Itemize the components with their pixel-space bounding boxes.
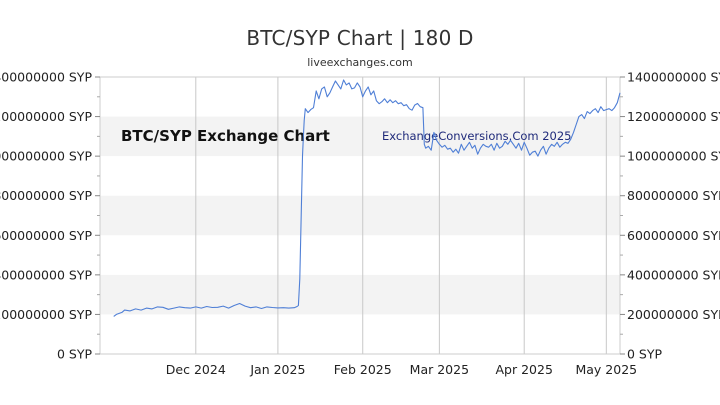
- chart-title: BTC/SYP Chart | 180 D: [246, 26, 474, 50]
- y-tick-label-right: 1000000000 SYP: [627, 149, 720, 164]
- chart-subtitle: liveexchanges.com: [307, 56, 413, 69]
- y-tick-label-left: 1200000000 SYP: [0, 109, 92, 124]
- y-tick-label-right: 400000000 SYP: [627, 267, 720, 282]
- y-tick-label-left: 0 SYP: [57, 347, 92, 362]
- series-line: [113, 79, 621, 317]
- watermark-chart-name: BTC/SYP Exchange Chart: [121, 127, 330, 145]
- vertical-grid: [195, 77, 607, 354]
- y-tick-label-left: 600000000 SYP: [0, 228, 92, 243]
- watermark-site-name: ExchangeConversions.Com 2025: [382, 129, 572, 143]
- y-axis-ticks: 0 SYP 0 SYP 200000000 SYP 200000000 SYP 4000…: [0, 70, 720, 362]
- y-tick-label-left: 1400000000 SYP: [0, 70, 92, 85]
- x-tick-label: Mar 2025: [410, 362, 469, 377]
- background-bands: [100, 116, 620, 315]
- x-tick-label: Jan 2025: [249, 362, 305, 377]
- x-axis-ticks: Dec 2024 Jan 2025 Feb 2025 Mar 2025 Apr 2025…: [166, 362, 637, 377]
- x-tick-label: May 2025: [575, 362, 637, 377]
- y-tick-label-left: 800000000 SYP: [0, 188, 92, 203]
- x-tick-label: Feb 2025: [334, 362, 392, 377]
- y-tick-label-left: 400000000 SYP: [0, 267, 92, 282]
- y-tick-label-right: 1400000000 SYP: [627, 70, 720, 85]
- x-tick-label: Dec 2024: [166, 362, 226, 377]
- grid-band: [100, 195, 620, 236]
- y-tick-label-right: 600000000 SYP: [627, 228, 720, 243]
- y-tick-label-left: 200000000 SYP: [0, 307, 92, 322]
- y-tick-label-right: 0 SYP: [627, 347, 662, 362]
- y-tick-label-right: 1200000000 SYP: [627, 109, 720, 124]
- x-tick-label: Apr 2025: [495, 362, 552, 377]
- y-tick-label-left: 1000000000 SYP: [0, 149, 92, 164]
- grid-band: [100, 274, 620, 315]
- y-tick-label-right: 800000000 SYP: [627, 188, 720, 203]
- series-layer: [113, 79, 621, 317]
- grid-band: [100, 116, 620, 157]
- y-tick-label-right: 200000000 SYP: [627, 307, 720, 322]
